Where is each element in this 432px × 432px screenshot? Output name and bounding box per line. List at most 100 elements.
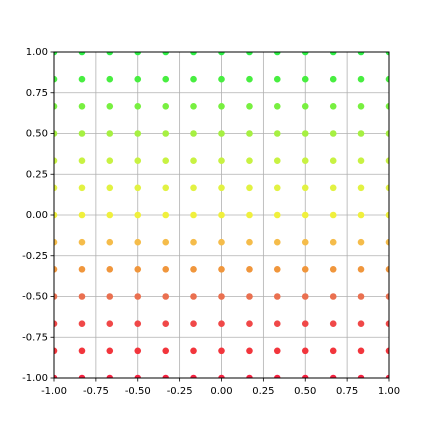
point bbox=[190, 102, 197, 110]
point bbox=[134, 265, 142, 273]
point bbox=[357, 293, 365, 300]
point bbox=[190, 320, 197, 328]
point bbox=[162, 75, 170, 83]
point bbox=[385, 211, 389, 219]
point bbox=[385, 238, 389, 246]
point bbox=[301, 184, 309, 192]
point bbox=[273, 211, 281, 219]
point bbox=[190, 184, 197, 192]
point bbox=[134, 157, 142, 165]
point bbox=[162, 374, 170, 378]
point bbox=[218, 374, 225, 378]
point bbox=[78, 265, 86, 273]
point bbox=[106, 157, 114, 165]
point bbox=[246, 320, 253, 328]
point bbox=[78, 211, 86, 219]
point bbox=[301, 130, 309, 137]
point bbox=[357, 52, 365, 56]
point bbox=[246, 102, 253, 110]
y-tick-label: -1.00 bbox=[22, 373, 48, 384]
point bbox=[246, 293, 253, 300]
point bbox=[162, 184, 170, 192]
point bbox=[78, 347, 86, 355]
point bbox=[246, 347, 253, 355]
point bbox=[78, 130, 86, 137]
point bbox=[218, 265, 225, 273]
point bbox=[301, 211, 309, 219]
point bbox=[357, 130, 365, 137]
point bbox=[54, 184, 58, 192]
point bbox=[357, 184, 365, 192]
point bbox=[273, 157, 281, 165]
point bbox=[273, 130, 281, 137]
point bbox=[329, 130, 337, 137]
point bbox=[329, 320, 337, 328]
point bbox=[190, 52, 197, 56]
point bbox=[329, 52, 337, 56]
point bbox=[273, 374, 281, 378]
point bbox=[54, 52, 58, 56]
point bbox=[190, 211, 197, 219]
point bbox=[134, 184, 142, 192]
point bbox=[162, 238, 170, 246]
point bbox=[357, 320, 365, 328]
point bbox=[134, 211, 142, 219]
x-tick-label: 0.50 bbox=[294, 386, 316, 397]
point bbox=[134, 238, 142, 246]
point bbox=[134, 75, 142, 83]
point bbox=[301, 238, 309, 246]
y-tick-label: -0.75 bbox=[22, 332, 48, 343]
point bbox=[385, 102, 389, 110]
point bbox=[273, 102, 281, 110]
point bbox=[385, 157, 389, 165]
point bbox=[273, 184, 281, 192]
point bbox=[385, 374, 389, 378]
point bbox=[162, 52, 170, 56]
point bbox=[246, 130, 253, 137]
point bbox=[218, 130, 225, 137]
point bbox=[385, 184, 389, 192]
point bbox=[329, 102, 337, 110]
point bbox=[78, 157, 86, 165]
point bbox=[54, 238, 58, 246]
point bbox=[78, 184, 86, 192]
point bbox=[190, 293, 197, 300]
point bbox=[273, 52, 281, 56]
point bbox=[190, 157, 197, 165]
point bbox=[78, 320, 86, 328]
point bbox=[329, 157, 337, 165]
point bbox=[54, 347, 58, 355]
point bbox=[385, 347, 389, 355]
point bbox=[106, 211, 114, 219]
point bbox=[246, 157, 253, 165]
point bbox=[357, 102, 365, 110]
point bbox=[301, 293, 309, 300]
point bbox=[329, 238, 337, 246]
point bbox=[190, 265, 197, 273]
point bbox=[301, 102, 309, 110]
y-tick-label: 0.75 bbox=[26, 88, 48, 99]
point bbox=[54, 102, 58, 110]
point bbox=[106, 293, 114, 300]
point bbox=[78, 374, 86, 378]
x-tick-label: -1.00 bbox=[41, 386, 67, 397]
point bbox=[385, 52, 389, 56]
point bbox=[218, 347, 225, 355]
x-tick-label: -0.75 bbox=[83, 386, 109, 397]
point bbox=[357, 157, 365, 165]
point bbox=[273, 265, 281, 273]
point bbox=[218, 320, 225, 328]
point bbox=[106, 265, 114, 273]
points bbox=[54, 52, 389, 378]
point bbox=[162, 211, 170, 219]
point bbox=[106, 52, 114, 56]
point bbox=[329, 293, 337, 300]
point bbox=[190, 130, 197, 137]
point bbox=[78, 238, 86, 246]
point bbox=[329, 211, 337, 219]
y-tick-label: -0.50 bbox=[22, 292, 48, 303]
y-tick-label: 0.00 bbox=[26, 210, 48, 221]
x-tick-label: 0.00 bbox=[210, 386, 232, 397]
point bbox=[218, 184, 225, 192]
point bbox=[162, 265, 170, 273]
